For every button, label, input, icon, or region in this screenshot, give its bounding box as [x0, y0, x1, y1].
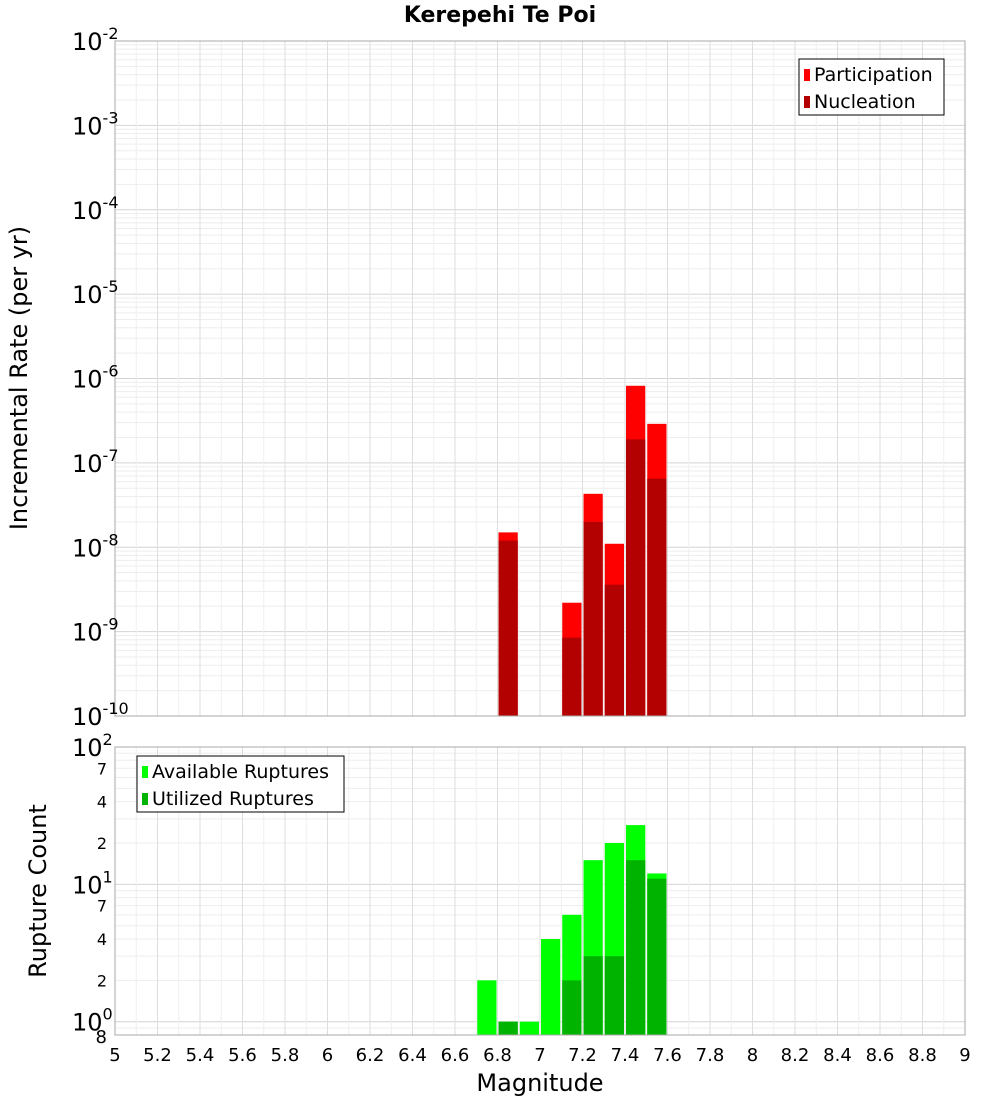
bar-utilized-ruptures [583, 956, 603, 1035]
legend-swatch-participation [804, 69, 810, 81]
y-tick-label: 10-3 [72, 108, 119, 140]
y-tick-label: 10-5 [72, 277, 119, 309]
x-tick-label: 8 [747, 1045, 758, 1066]
y-tick-label: 2 [97, 834, 107, 853]
x-tick-label: 5.4 [186, 1045, 215, 1066]
x-tick-label: 7.4 [611, 1045, 640, 1066]
y-tick-label: 4 [97, 793, 107, 812]
bar-nucleation [604, 584, 624, 716]
x-tick-label: 6.6 [441, 1045, 470, 1066]
x-tick-label: 6.4 [398, 1045, 427, 1066]
x-tick-label: 6.2 [356, 1045, 385, 1066]
bar-available-ruptures [541, 939, 561, 1035]
legend: Available Ruptures Utilized Ruptures [136, 755, 345, 813]
y-tick-label: 101 [72, 867, 113, 899]
y-tick-label: 10-9 [72, 615, 119, 647]
x-tick-label: 5.6 [228, 1045, 257, 1066]
y-tick-label: 2 [97, 971, 107, 990]
bar-utilized-ruptures [604, 956, 624, 1035]
bar-available-ruptures [477, 980, 497, 1035]
plot-frame [114, 40, 966, 717]
y-tick-label: 10-10 [72, 699, 129, 731]
y-tick-label: 10-2 [72, 24, 119, 56]
bar-utilized-ruptures [498, 1021, 518, 1035]
x-tick-label: 9 [959, 1045, 970, 1066]
bar-nucleation [562, 637, 582, 716]
y-tick-label: 10-4 [72, 193, 119, 225]
legend: Participation Nucleation [798, 58, 945, 116]
x-tick-label: 8.4 [823, 1045, 852, 1066]
bar-utilized-ruptures [562, 980, 582, 1035]
legend-box [798, 58, 945, 116]
x-tick-label: 5 [109, 1045, 120, 1066]
x-tick-label: 5.8 [271, 1045, 300, 1066]
bar-nucleation [647, 478, 667, 716]
legend-box [136, 755, 345, 813]
x-tick-label: 8.8 [908, 1045, 937, 1066]
x-tick-label: 8.6 [866, 1045, 895, 1066]
y-axis-label: Rupture Count [24, 804, 52, 978]
bar-utilized-ruptures [626, 860, 646, 1035]
bar-nucleation [498, 540, 518, 716]
x-tick-label: 7.8 [696, 1045, 725, 1066]
y-axis-label: Incremental Rate (per yr) [5, 226, 33, 530]
x-tick-label: 6 [322, 1045, 333, 1066]
bar-utilized-ruptures [647, 878, 667, 1035]
x-tick-label: 7.6 [653, 1045, 682, 1066]
plot-frame [114, 746, 966, 1036]
x-axis-label: Magnitude [476, 1069, 603, 1097]
legend-swatch-utilized-ruptures [142, 793, 148, 805]
bar-nucleation [626, 439, 646, 716]
legend-swatch-nucleation [804, 96, 810, 108]
chart-title: Kerepehi Te Poi [404, 3, 596, 28]
bar-nucleation [583, 521, 603, 716]
x-tick-label: 6.8 [483, 1045, 512, 1066]
legend-label-participation: Participation [814, 64, 933, 86]
x-tick-label: 8.2 [781, 1045, 810, 1066]
y-tick-label-min: 8 [96, 1027, 107, 1048]
y-tick-label: 7 [97, 897, 107, 916]
bar-available-ruptures [519, 1021, 539, 1035]
x-tick-label: 5.2 [143, 1045, 172, 1066]
y-tick-label: 102 [72, 730, 113, 762]
y-tick-label: 10-6 [72, 362, 119, 394]
y-tick-label: 10-7 [72, 446, 119, 478]
x-tick-label: 7.2 [568, 1045, 597, 1066]
legend-swatch-available-ruptures [142, 766, 148, 778]
x-tick-label: 7 [534, 1045, 545, 1066]
y-tick-label: 100 [72, 1005, 113, 1037]
legend-label-available-ruptures: Available Ruptures [152, 761, 329, 783]
y-tick-label: 7 [97, 759, 107, 778]
y-tick-label: 10-8 [72, 530, 119, 562]
legend-label-nucleation: Nucleation [814, 91, 916, 113]
y-tick-label: 4 [97, 930, 107, 949]
legend-label-utilized-ruptures: Utilized Ruptures [152, 788, 314, 810]
